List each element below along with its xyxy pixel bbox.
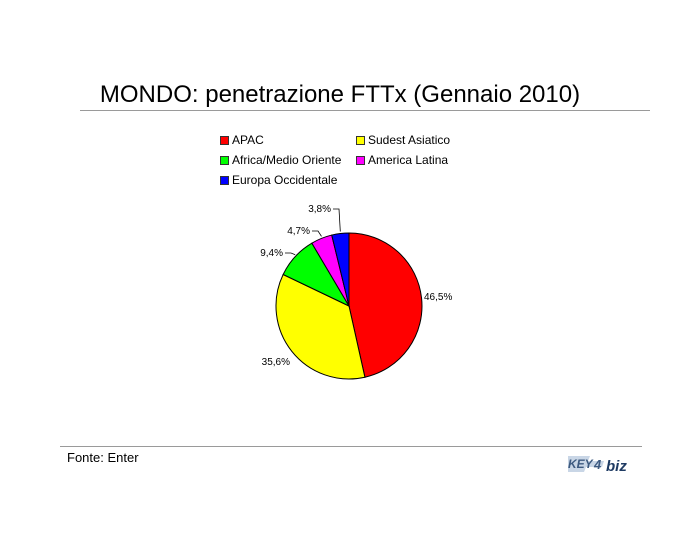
- leader-line-europa-occidentale: [333, 208, 341, 232]
- leader-line-africa-medio-oriente: [285, 252, 296, 256]
- legend-label-africa-medio-oriente: Africa/Medio Oriente: [232, 153, 342, 167]
- pie-slice-sudest-asiatico: [275, 273, 366, 380]
- legend-swatch-europa-occidentale: [220, 175, 229, 185]
- data-label-europa-occidentale: 3,8%: [308, 204, 331, 215]
- legend-item-europa-occidentale: Europa Occidentale: [220, 170, 337, 190]
- legend-label-europa-occidentale: Europa Occidentale: [232, 173, 338, 187]
- legend-swatch-sudest-asiatico: [356, 135, 365, 145]
- legend-swatch-apac: [220, 135, 229, 145]
- legend-label-america-latina: America Latina: [368, 153, 449, 167]
- legend-item-america-latina: America Latina: [356, 150, 448, 170]
- legend-label-sudest-asiatico: Sudest Asiatico: [368, 133, 451, 147]
- leader-line-america-latina: [312, 230, 322, 237]
- svg-text:4: 4: [593, 457, 602, 472]
- title-divider: [80, 110, 650, 111]
- legend-swatch-america-latina: [356, 155, 365, 165]
- data-label-america-latina: 4,7%: [287, 226, 310, 237]
- legend-swatch-africa-medio-oriente: [220, 155, 229, 165]
- chart-title: MONDO: penetrazione FTTx (Gennaio 2010): [99, 81, 581, 108]
- svg-text:KEY: KEY: [568, 457, 594, 471]
- data-label-africa-medio-oriente: 9,4%: [260, 248, 283, 259]
- svg-text:biz: biz: [606, 458, 627, 474]
- pie-slice-apac: [348, 232, 423, 378]
- legend-item-sudest-asiatico: Sudest Asiatico: [356, 130, 450, 150]
- pie-slice-europa-occidentale: [331, 232, 350, 307]
- key4biz-logo: KEY 4 biz: [568, 456, 627, 474]
- legend-label-apac: APAC: [232, 133, 264, 147]
- data-label-apac: 46,5%: [424, 292, 452, 303]
- legend-item-apac: APAC: [220, 130, 264, 150]
- source-note: Fonte: Enter: [67, 450, 139, 465]
- data-label-sudest-asiatico: 35,6%: [262, 357, 290, 368]
- footer-divider: [60, 446, 642, 447]
- legend-item-africa-medio-oriente: Africa/Medio Oriente: [220, 150, 341, 170]
